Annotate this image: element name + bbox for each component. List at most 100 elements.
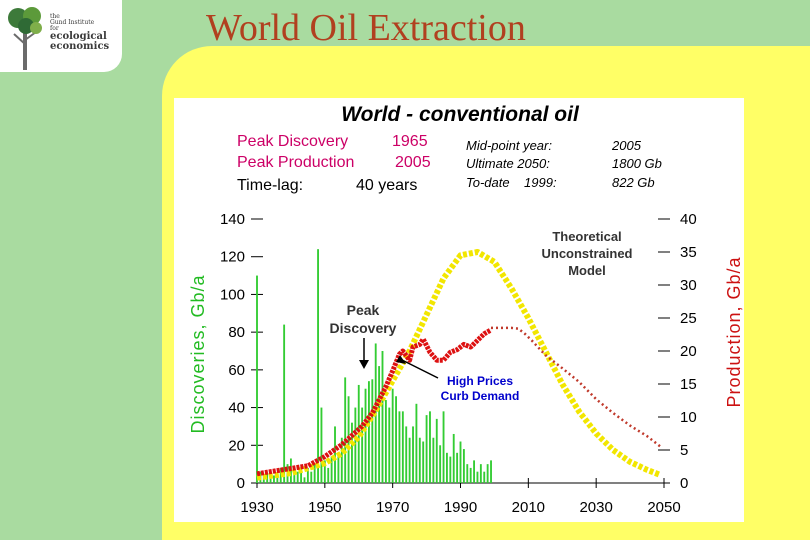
discovery-bar	[405, 426, 408, 483]
discovery-bar	[462, 449, 465, 483]
logo-line-4: ecological	[50, 31, 107, 42]
x-tick-label: 1950	[308, 499, 341, 516]
ultimate-label: Ultimate 2050:	[466, 156, 550, 171]
discovery-bar	[296, 471, 299, 483]
discovery-bar	[418, 437, 421, 483]
x-tick-label: 1990	[444, 499, 477, 516]
y-right-tick-label: 35	[680, 244, 697, 261]
oil-chart: 0 20 40 60 80 100 120 140 0 5 10 15 20 25 30 35 40 1930 19…	[188, 103, 744, 516]
time-lag-value: 40 years	[356, 177, 417, 194]
y-left-tick-label: 40	[228, 400, 245, 417]
discovery-bar	[459, 441, 462, 483]
prices-annotation-line1: High Prices	[447, 374, 513, 388]
discovery-bar	[391, 388, 394, 483]
discovery-bar	[323, 460, 326, 483]
y-left-tick-label: 60	[228, 362, 245, 379]
midpoint-value: 2005	[611, 138, 642, 153]
tree-logo-icon	[8, 7, 42, 70]
x-tick-label: 2050	[647, 499, 680, 516]
discovery-bar	[283, 324, 286, 483]
discovery-bar	[473, 460, 475, 483]
y-left-tick-label: 100	[220, 286, 245, 303]
discovery-bars	[256, 249, 492, 483]
discovery-bar	[344, 377, 347, 483]
discovery-bar	[466, 464, 469, 483]
y-right-tick-label: 15	[680, 376, 697, 393]
model-series-line	[256, 249, 662, 481]
discovery-bar	[266, 473, 269, 483]
peak-discovery-value: 1965	[392, 133, 428, 150]
prices-arrow-head	[396, 355, 406, 364]
discovery-bar	[381, 351, 384, 483]
logo-line-5: economics	[50, 41, 110, 52]
discovery-bar	[320, 407, 323, 483]
y-left-tick-label: 0	[237, 475, 245, 492]
discovery-bar	[303, 477, 306, 483]
x-tick-label: 2030	[579, 499, 612, 516]
model-annotation-line2: Unconstrained	[541, 246, 632, 261]
time-lag-label: Time-lag:	[237, 177, 303, 194]
discovery-bar	[422, 441, 425, 483]
discovery-bar	[367, 381, 370, 483]
ultimate-value: 1800 Gb	[612, 156, 662, 171]
discovery-bar	[425, 415, 428, 483]
discovery-bar	[269, 477, 272, 483]
peak-discovery-arrow-head	[359, 360, 369, 369]
y-right-tick-label: 0	[680, 475, 688, 492]
logo-panel: the Gund Institute for ecological econom…	[0, 0, 122, 72]
discovery-bar	[442, 411, 445, 483]
tick-labels: 0 20 40 60 80 100 120 140 0 5 10 15 20 25 30 35 40 1930 19…	[220, 211, 697, 516]
discovery-bar	[432, 437, 435, 483]
discovery-bar	[354, 407, 357, 483]
discovery-bar	[456, 452, 459, 483]
logo-line-2: Gund Institute	[50, 19, 95, 26]
model-annotation-line1: Theoretical	[552, 229, 621, 244]
y-right-tick-label: 25	[680, 310, 697, 327]
discovery-bar	[310, 471, 313, 483]
discovery-bar	[435, 418, 438, 483]
y-right-tick-label: 5	[680, 442, 688, 459]
peak-production-value: 2005	[395, 154, 431, 171]
x-tick-label: 1970	[376, 499, 409, 516]
discovery-bar	[293, 467, 296, 483]
y-right-tick-label: 20	[680, 343, 697, 360]
production-projection-line	[491, 326, 662, 448]
midpoint-label: Mid-point year:	[466, 138, 552, 153]
discovery-bar	[408, 437, 411, 483]
discovery-bar	[476, 471, 479, 483]
y-axis-label-left: Discoveries, Gb/a	[188, 274, 208, 433]
discovery-bar	[313, 464, 316, 483]
model-annotation-line3: Model	[568, 263, 606, 278]
peak-production-label: Peak Production	[237, 154, 354, 171]
y-left-tick-label: 80	[228, 324, 245, 341]
discovery-bar	[469, 467, 472, 483]
peak-discovery-annotation-line2: Discovery	[330, 320, 397, 336]
peak-discovery-label: Peak Discovery	[237, 133, 348, 150]
discovery-bar	[395, 396, 397, 483]
discovery-bar	[449, 456, 452, 483]
logo-text: the Gund Institute for ecological econom…	[50, 14, 122, 52]
production-curve	[256, 326, 662, 477]
discovery-bar	[398, 411, 401, 483]
production-series-line	[256, 327, 493, 477]
prices-arrow	[401, 359, 439, 379]
logo-line-1: the	[50, 13, 60, 20]
discovery-bar	[334, 426, 336, 483]
y-right-tick-label: 40	[680, 211, 697, 228]
discovery-bar	[337, 452, 340, 483]
discovery-bar	[276, 473, 279, 483]
chart-title: World - conventional oil	[341, 103, 580, 126]
discovery-bar	[347, 396, 350, 483]
y-axis-label-right: Production, Gb/a	[724, 256, 744, 407]
slide-title: World Oil Extraction	[206, 7, 526, 49]
discovery-bar	[330, 456, 333, 483]
y-left-tick-label: 120	[220, 249, 245, 266]
y-right-tick-label: 10	[680, 409, 697, 426]
discovery-bar	[361, 407, 364, 483]
x-tick-label: 1930	[240, 499, 273, 516]
discovery-bar	[388, 407, 391, 483]
discovery-bar	[446, 452, 448, 483]
y-left-tick-label: 140	[220, 211, 245, 228]
discovery-bar	[412, 426, 414, 483]
discovery-bar	[364, 388, 367, 483]
